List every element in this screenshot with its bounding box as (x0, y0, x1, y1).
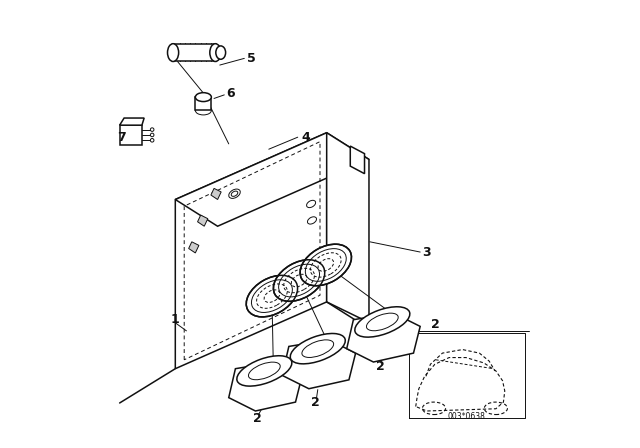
Polygon shape (350, 146, 365, 174)
Text: 2: 2 (376, 360, 385, 373)
Ellipse shape (195, 106, 211, 115)
Text: 6: 6 (226, 87, 234, 100)
Ellipse shape (307, 200, 316, 207)
Ellipse shape (210, 44, 221, 61)
Ellipse shape (300, 244, 351, 286)
Text: 2: 2 (253, 412, 262, 425)
Polygon shape (347, 313, 420, 362)
Ellipse shape (216, 46, 226, 59)
Ellipse shape (168, 44, 179, 61)
Polygon shape (195, 97, 211, 111)
Ellipse shape (273, 260, 324, 302)
Polygon shape (282, 340, 356, 389)
Ellipse shape (150, 138, 154, 142)
Ellipse shape (291, 333, 346, 364)
Text: 4: 4 (301, 131, 310, 144)
Polygon shape (120, 125, 142, 145)
Ellipse shape (228, 189, 240, 198)
Text: 2: 2 (431, 318, 440, 331)
Ellipse shape (246, 276, 298, 317)
Ellipse shape (150, 133, 154, 137)
Text: 1: 1 (171, 313, 180, 326)
Ellipse shape (195, 93, 211, 102)
Polygon shape (120, 118, 144, 125)
Ellipse shape (150, 128, 154, 131)
Ellipse shape (237, 356, 292, 386)
Polygon shape (173, 44, 216, 61)
Text: 5: 5 (246, 52, 255, 65)
Ellipse shape (307, 217, 317, 224)
Polygon shape (211, 188, 221, 199)
Polygon shape (175, 133, 326, 369)
Polygon shape (228, 362, 302, 411)
Polygon shape (326, 133, 369, 329)
Text: 003*0638: 003*0638 (448, 412, 486, 421)
Text: 2: 2 (311, 396, 320, 409)
Polygon shape (198, 215, 208, 226)
Polygon shape (189, 242, 199, 253)
Polygon shape (175, 133, 369, 226)
Text: 7: 7 (118, 131, 126, 144)
Ellipse shape (355, 307, 410, 337)
Text: 3: 3 (422, 246, 431, 258)
